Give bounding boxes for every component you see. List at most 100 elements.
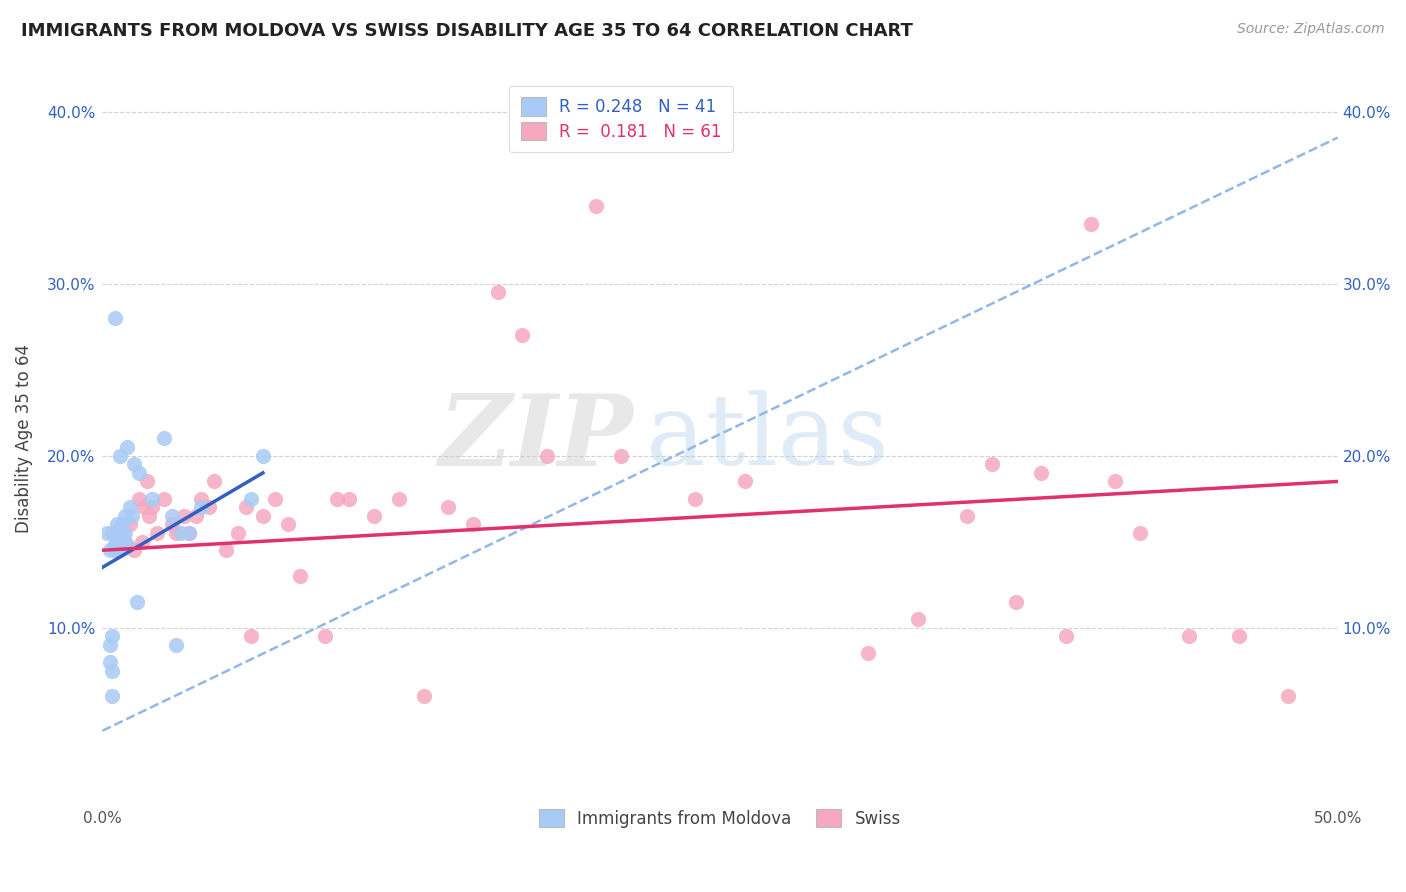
- Point: [1178, 629, 1201, 643]
- Point: [108, 543, 131, 558]
- Point: [118, 517, 141, 532]
- Point: [412, 690, 434, 704]
- Point: [215, 543, 238, 558]
- Point: [108, 521, 131, 535]
- Point: [190, 491, 212, 506]
- Point: [186, 508, 208, 523]
- Point: [160, 508, 183, 523]
- Point: [512, 328, 534, 343]
- Point: [104, 526, 127, 541]
- Point: [121, 508, 143, 523]
- Point: [105, 526, 128, 541]
- Y-axis label: Disability Age 35 to 64: Disability Age 35 to 64: [15, 344, 32, 533]
- Point: [177, 526, 200, 541]
- Text: ZIP: ZIP: [439, 390, 634, 487]
- Point: [1277, 690, 1299, 704]
- Point: [610, 449, 633, 463]
- Point: [131, 534, 153, 549]
- Point: [101, 664, 124, 678]
- Point: [104, 538, 127, 552]
- Point: [486, 285, 509, 300]
- Point: [128, 491, 150, 506]
- Point: [1129, 526, 1152, 541]
- Point: [118, 500, 141, 515]
- Point: [326, 491, 349, 506]
- Point: [170, 526, 193, 541]
- Point: [980, 457, 1002, 471]
- Point: [1104, 475, 1126, 489]
- Point: [134, 500, 156, 515]
- Point: [98, 655, 121, 669]
- Point: [111, 517, 134, 532]
- Point: [101, 690, 124, 704]
- Point: [135, 475, 157, 489]
- Point: [115, 538, 138, 552]
- Point: [160, 517, 183, 532]
- Point: [585, 199, 607, 213]
- Point: [124, 457, 146, 471]
- Point: [111, 526, 134, 541]
- Point: [1054, 629, 1077, 643]
- Point: [437, 500, 460, 515]
- Point: [105, 538, 128, 552]
- Point: [252, 508, 274, 523]
- Point: [339, 491, 361, 506]
- Point: [108, 449, 131, 463]
- Point: [858, 646, 880, 660]
- Point: [115, 440, 138, 454]
- Legend: Immigrants from Moldova, Swiss: Immigrants from Moldova, Swiss: [533, 803, 908, 835]
- Point: [177, 526, 200, 541]
- Point: [226, 526, 249, 541]
- Point: [114, 508, 136, 523]
- Point: [104, 311, 127, 326]
- Point: [252, 449, 274, 463]
- Point: [101, 629, 124, 643]
- Point: [111, 526, 134, 541]
- Point: [288, 569, 311, 583]
- Text: Source: ZipAtlas.com: Source: ZipAtlas.com: [1237, 22, 1385, 37]
- Point: [141, 491, 163, 506]
- Point: [124, 543, 146, 558]
- Point: [125, 595, 148, 609]
- Point: [202, 475, 225, 489]
- Point: [98, 638, 121, 652]
- Point: [128, 466, 150, 480]
- Point: [153, 491, 176, 506]
- Point: [114, 526, 136, 541]
- Point: [108, 534, 131, 549]
- Point: [363, 508, 385, 523]
- Point: [104, 538, 127, 552]
- Point: [235, 500, 257, 515]
- Point: [111, 538, 134, 552]
- Point: [239, 491, 262, 506]
- Point: [173, 508, 195, 523]
- Point: [108, 526, 131, 541]
- Point: [461, 517, 484, 532]
- Point: [165, 638, 187, 652]
- Point: [685, 491, 707, 506]
- Point: [96, 526, 118, 541]
- Point: [239, 629, 262, 643]
- Point: [105, 534, 128, 549]
- Point: [388, 491, 411, 506]
- Point: [190, 500, 212, 515]
- Point: [1080, 217, 1102, 231]
- Point: [108, 531, 131, 545]
- Point: [1005, 595, 1028, 609]
- Text: IMMIGRANTS FROM MOLDOVA VS SWISS DISABILITY AGE 35 TO 64 CORRELATION CHART: IMMIGRANTS FROM MOLDOVA VS SWISS DISABIL…: [21, 22, 912, 40]
- Point: [1227, 629, 1250, 643]
- Point: [105, 517, 128, 532]
- Point: [101, 526, 124, 541]
- Point: [1031, 466, 1053, 480]
- Text: atlas: atlas: [645, 391, 889, 486]
- Point: [165, 526, 187, 541]
- Point: [98, 543, 121, 558]
- Point: [264, 491, 287, 506]
- Point: [145, 526, 167, 541]
- Point: [907, 612, 929, 626]
- Point: [105, 534, 128, 549]
- Point: [734, 475, 756, 489]
- Point: [141, 500, 163, 515]
- Point: [197, 500, 219, 515]
- Point: [138, 508, 160, 523]
